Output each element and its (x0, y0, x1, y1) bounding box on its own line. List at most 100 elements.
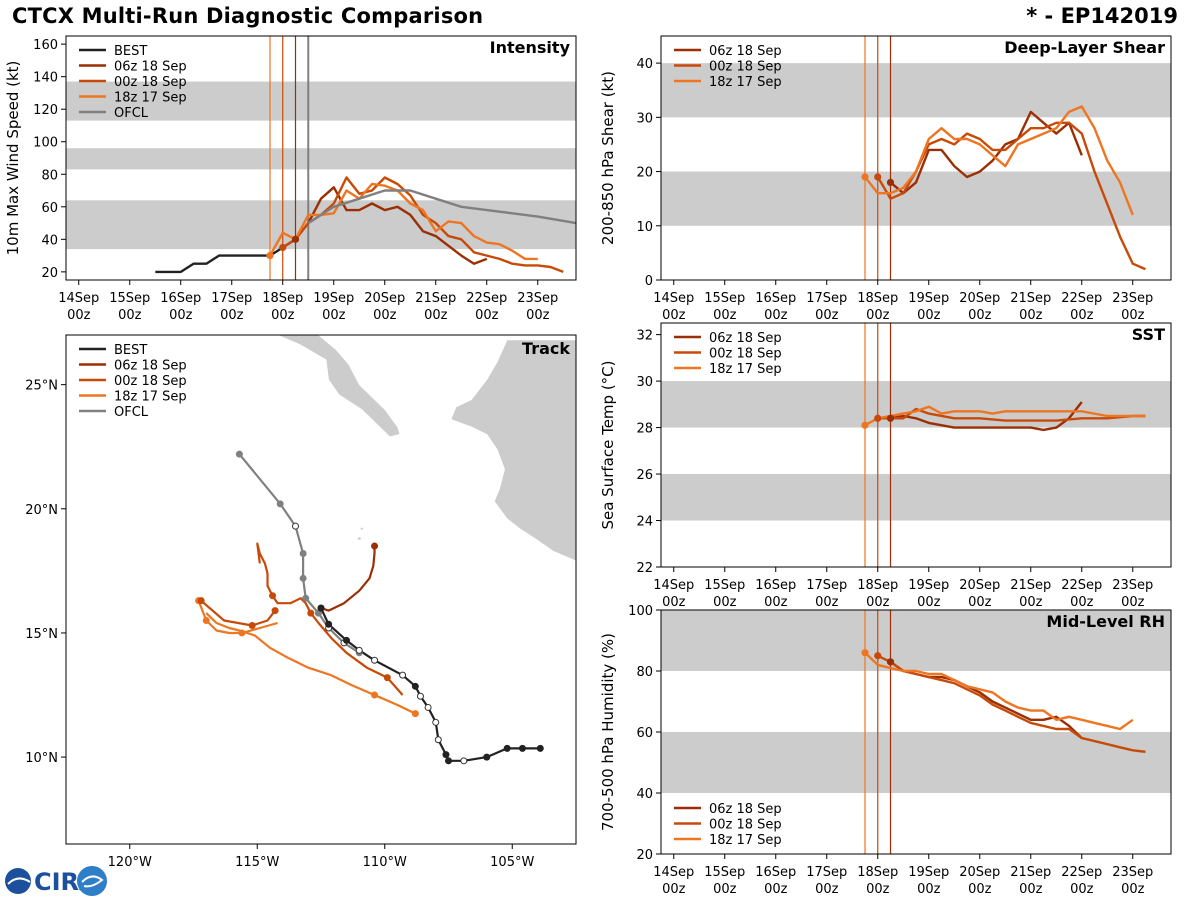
series-line-r18 (268, 182, 538, 261)
track-point-open (434, 736, 442, 744)
y-tick-label: 100 (628, 604, 653, 619)
track-point-filled (411, 682, 419, 690)
legend-label: 18z 17 Sep (114, 91, 187, 106)
y-tick-label: 22 (636, 561, 653, 576)
track-line-r18 (205, 612, 416, 715)
track-point-open (355, 646, 363, 654)
y-tick-label: 80 (41, 168, 58, 183)
track-plot-area (195, 335, 576, 765)
x-tick-label-hour: 00z (764, 308, 788, 323)
series-line-r00 (282, 176, 564, 274)
x-tick-label-hour: 00z (662, 308, 686, 323)
track-point-filled (248, 622, 256, 630)
y-tick-label: 25°N (25, 379, 58, 394)
track-point-filled (371, 691, 379, 699)
x-tick-label-day: 22Sep (1061, 578, 1102, 593)
shaded-band (661, 474, 1171, 521)
legend-label: BEST (114, 44, 147, 59)
series-start-dot (886, 658, 895, 666)
logo-swirl-icon (77, 866, 107, 896)
series-start-dot (874, 173, 882, 181)
x-tick-label-day: 16Sep (755, 578, 796, 593)
island (357, 537, 361, 540)
x-tick-label-day: 19Sep (908, 578, 949, 593)
x-tick-label-day: 23Sep (517, 291, 558, 306)
y-axis-label: 200-850 hPa Shear (kt) (599, 71, 617, 245)
series-line-r00 (877, 654, 1146, 753)
x-tick-label-hour: 00z (866, 595, 890, 610)
x-tick-label-hour: 00z (662, 882, 686, 897)
x-tick-label-day: 16Sep (755, 291, 796, 306)
series-start-dot (266, 252, 274, 260)
legend-label: OFCL (114, 106, 149, 121)
x-tick-label-hour: 00z (373, 308, 397, 323)
x-tick-label-hour: 00z (968, 308, 992, 323)
plot-frame (65, 35, 577, 281)
y-tick-label: 20 (636, 848, 653, 863)
legend-label: 06z 18 Sep (709, 331, 782, 346)
x-tick-label-day: 18Sep (857, 291, 898, 306)
y-tick-label: 140 (33, 71, 58, 86)
x-tick-label-hour: 00z (322, 308, 346, 323)
x-tick-label-day: 18Sep (262, 291, 303, 306)
x-tick-label-hour: 00z (917, 308, 941, 323)
series-line-r06 (890, 401, 1083, 432)
x-tick-label-day: 22Sep (1061, 865, 1102, 880)
series-line-r18 (864, 405, 1146, 427)
shaded-band (661, 63, 1171, 118)
series-line-r00 (877, 407, 1146, 422)
legend-label: OFCL (114, 405, 149, 420)
panel-title: SST (1132, 325, 1165, 344)
x-tick-label-day: 22Sep (1061, 291, 1102, 306)
track-point-filled (202, 617, 210, 625)
x-tick-label-day: 20Sep (959, 291, 1000, 306)
x-tick-label-hour: 00z (917, 882, 941, 897)
x-tick-label-day: 21Sep (1010, 291, 1051, 306)
x-tick-label-day: 17Sep (806, 291, 847, 306)
panel-title: Intensity (490, 38, 571, 57)
y-tick-label: 20 (41, 266, 58, 281)
sst-panel: 22 24 26 28 30 32 14Sep 00z 15Sep 00z 16Sep 00z 17Se… (599, 322, 1172, 610)
x-tick-label-day: 14Sep (653, 291, 694, 306)
shaded-band (66, 81, 576, 121)
track-point-filled (518, 744, 526, 752)
legend-label: 18z 17 Sep (709, 833, 782, 848)
y-tick-label: 120 (33, 103, 58, 118)
shaded-band (66, 148, 576, 170)
y-tick-label: 60 (636, 726, 653, 741)
track-point-filled (197, 597, 205, 605)
y-axis-label: 700-500 hPa Humidity (%) (599, 633, 617, 831)
series-start-dot (861, 421, 869, 429)
x-tick-label-day: 14Sep (653, 865, 694, 880)
panel-title: Track (522, 339, 570, 358)
chart-title: CTCX Multi-Run Diagnostic Comparison (12, 4, 484, 28)
track-point-filled (442, 751, 450, 759)
x-tick-label-hour: 00z (866, 308, 890, 323)
x-tick-label-day: 19Sep (908, 865, 949, 880)
series-line-OFCL (307, 189, 577, 225)
cira-logo: CIRA (5, 866, 107, 896)
legend-label: 00z 18 Sep (114, 374, 187, 389)
x-tick-label-hour: 00z (815, 882, 839, 897)
track-point-open (399, 671, 407, 679)
y-tick-label: 10 (636, 220, 653, 235)
x-tick-label-day: 20Sep (959, 865, 1000, 880)
legend-label: 00z 18 Sep (114, 75, 187, 90)
y-tick-label: 40 (41, 233, 58, 248)
x-tick-label-day: 15Sep (704, 291, 745, 306)
x-tick-label-day: 16Sep (755, 865, 796, 880)
track-point-open (432, 718, 440, 726)
x-tick-label-day: 23Sep (1112, 578, 1153, 593)
track-point-filled (383, 674, 391, 682)
x-tick-label-hour: 00z (220, 308, 244, 323)
track-point-open (416, 692, 424, 700)
x-tick-label-day: 21Sep (1010, 865, 1051, 880)
track-point-open (371, 656, 379, 664)
x-tick-label-day: 19Sep (313, 291, 354, 306)
legend-label: BEST (114, 343, 147, 358)
y-tick-label: 40 (636, 787, 653, 802)
x-tick-label-day: 14Sep (653, 578, 694, 593)
legend-label: 06z 18 Sep (114, 60, 187, 75)
track-point-filled (302, 594, 310, 602)
x-tick-label: 115°W (235, 855, 279, 870)
